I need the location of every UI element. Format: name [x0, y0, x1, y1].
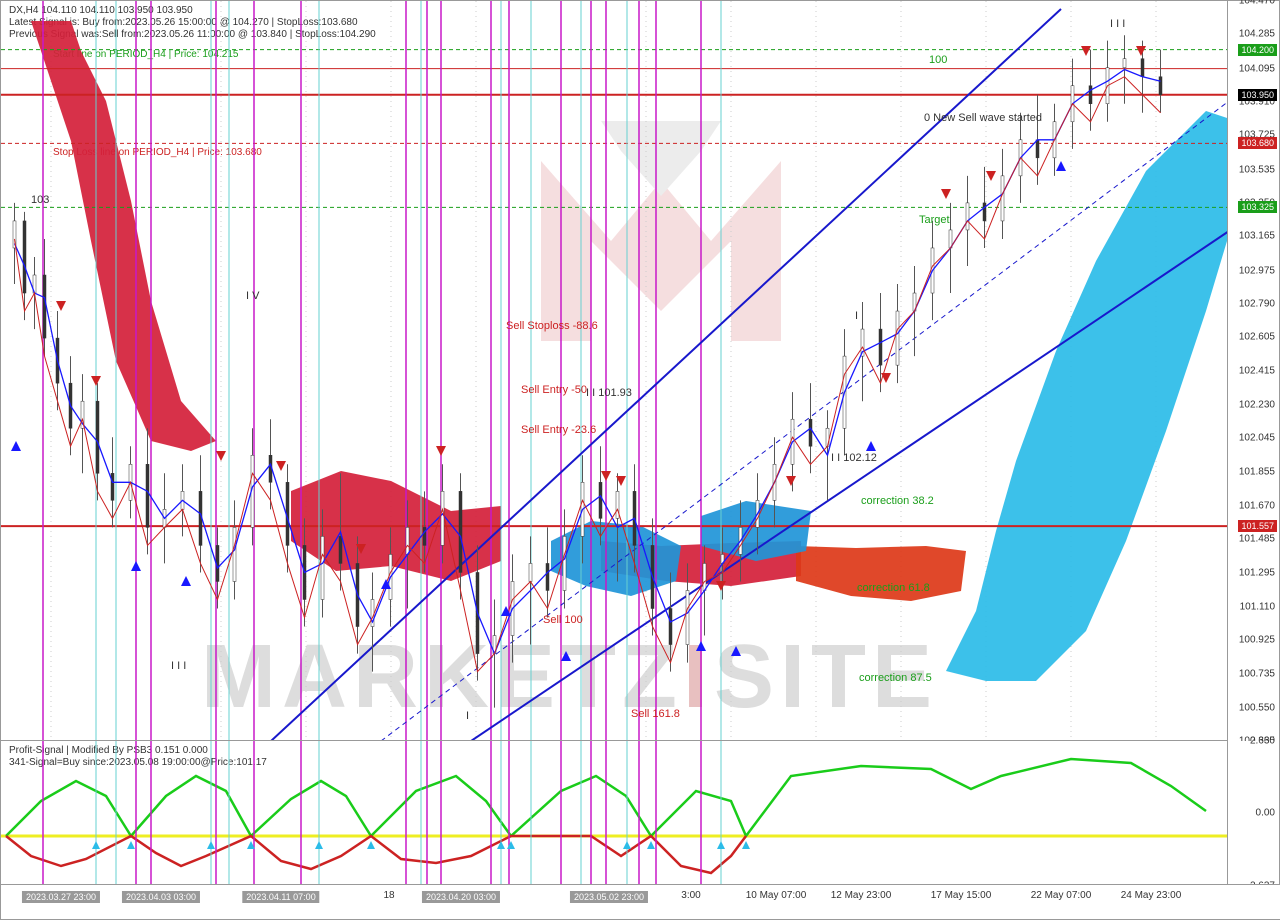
sub-chart-svg [1, 741, 1229, 886]
svg-text:Sell Stoploss -88.6: Sell Stoploss -88.6 [506, 320, 598, 332]
y-tick: 101.295 [1239, 568, 1275, 579]
main-chart-svg: 103 I V I I I I I I 101.93 I I 102.12 I I I I Se… [1, 1, 1229, 741]
chart-container: MARKETZISITE DX,H4 104.110 104.110 103.9… [0, 0, 1280, 920]
x-tick: 17 May 15:00 [931, 890, 992, 901]
svg-text:correction 38.2: correction 38.2 [861, 495, 934, 507]
y-tick: 103.535 [1239, 164, 1275, 175]
svg-text:103: 103 [31, 194, 49, 206]
x-tick: 2023.04.20 03:00 [422, 891, 500, 903]
y-tick: 102.045 [1239, 433, 1275, 444]
x-tick: 2023.04.11 07:00 [242, 891, 319, 903]
y-tick: 102.605 [1239, 332, 1275, 343]
svg-text:0 New Sell wave started: 0 New Sell wave started [924, 112, 1042, 124]
y-axis-sub: 2.6300.00-2.637 [1227, 741, 1279, 886]
svg-text:I I 102.12: I I 102.12 [831, 452, 877, 464]
x-tick: 22 May 07:00 [1031, 890, 1092, 901]
x-tick: 24 May 23:00 [1121, 890, 1182, 901]
svg-text:Sell Entry -23.6: Sell Entry -23.6 [521, 424, 596, 436]
svg-text:correction 87.5: correction 87.5 [859, 672, 932, 684]
y-tick: 102.415 [1239, 366, 1275, 377]
svg-text:correction 61.8: correction 61.8 [857, 582, 930, 594]
price-box: 103.680 [1238, 137, 1277, 149]
y-tick-sub: 2.630 [1250, 736, 1275, 747]
y-tick: 100.735 [1239, 669, 1275, 680]
y-tick: 100.925 [1239, 635, 1275, 646]
x-tick: 3:00 [681, 890, 700, 901]
y-tick: 104.095 [1239, 63, 1275, 74]
y-tick: 104.285 [1239, 29, 1275, 40]
y-tick-sub: 0.00 [1256, 808, 1275, 819]
y-tick: 102.975 [1239, 265, 1275, 276]
y-tick: 101.670 [1239, 500, 1275, 511]
svg-text:I: I [466, 710, 469, 722]
price-box: 103.325 [1238, 201, 1277, 213]
y-axis-main: 104.470104.285104.200104.095103.910103.7… [1227, 1, 1279, 741]
y-tick: 101.855 [1239, 467, 1275, 478]
x-tick: 10 May 07:00 [746, 890, 807, 901]
y-tick: 101.110 [1240, 601, 1275, 612]
sub-chart[interactable]: Profit-Signal | Modified By PSB3 0.151 0… [1, 741, 1229, 886]
y-tick: 101.485 [1239, 534, 1275, 545]
svg-text:Sell 161.8: Sell 161.8 [631, 708, 680, 720]
svg-text:I V: I V [246, 290, 260, 302]
x-tick: 18 [383, 890, 394, 901]
y-tick: 104.470 [1239, 0, 1275, 7]
main-chart[interactable]: DX,H4 104.110 104.110 103.950 103.950 La… [1, 1, 1229, 741]
y-tick: 100.550 [1239, 702, 1275, 713]
x-axis: 2023.03.27 23:00 2023.04.03 03:00 2023.04.… [1, 884, 1280, 919]
svg-text:100: 100 [929, 54, 947, 66]
x-tick: 2023.03.27 23:00 [22, 891, 100, 903]
x-tick: 12 May 23:00 [831, 890, 892, 901]
svg-text:Sell Entry -50: Sell Entry -50 [521, 384, 587, 396]
svg-text:Sell 100: Sell 100 [543, 614, 583, 626]
price-box: 103.950 [1238, 89, 1277, 101]
svg-text:I: I [855, 310, 858, 322]
y-tick: 103.165 [1239, 231, 1275, 242]
x-tick: 2023.05.02 23:00 [570, 891, 648, 903]
price-box: 104.200 [1238, 44, 1277, 56]
y-tick: 102.230 [1239, 399, 1275, 410]
svg-text:Target: Target [919, 214, 950, 226]
price-box: 101.557 [1238, 520, 1277, 532]
svg-text:I I I: I I I [1110, 18, 1125, 30]
svg-text:I I I: I I I [171, 660, 186, 672]
y-tick: 102.790 [1239, 298, 1275, 309]
x-tick: 2023.04.03 03:00 [122, 891, 200, 903]
svg-text:I I 101.93: I I 101.93 [586, 387, 632, 399]
